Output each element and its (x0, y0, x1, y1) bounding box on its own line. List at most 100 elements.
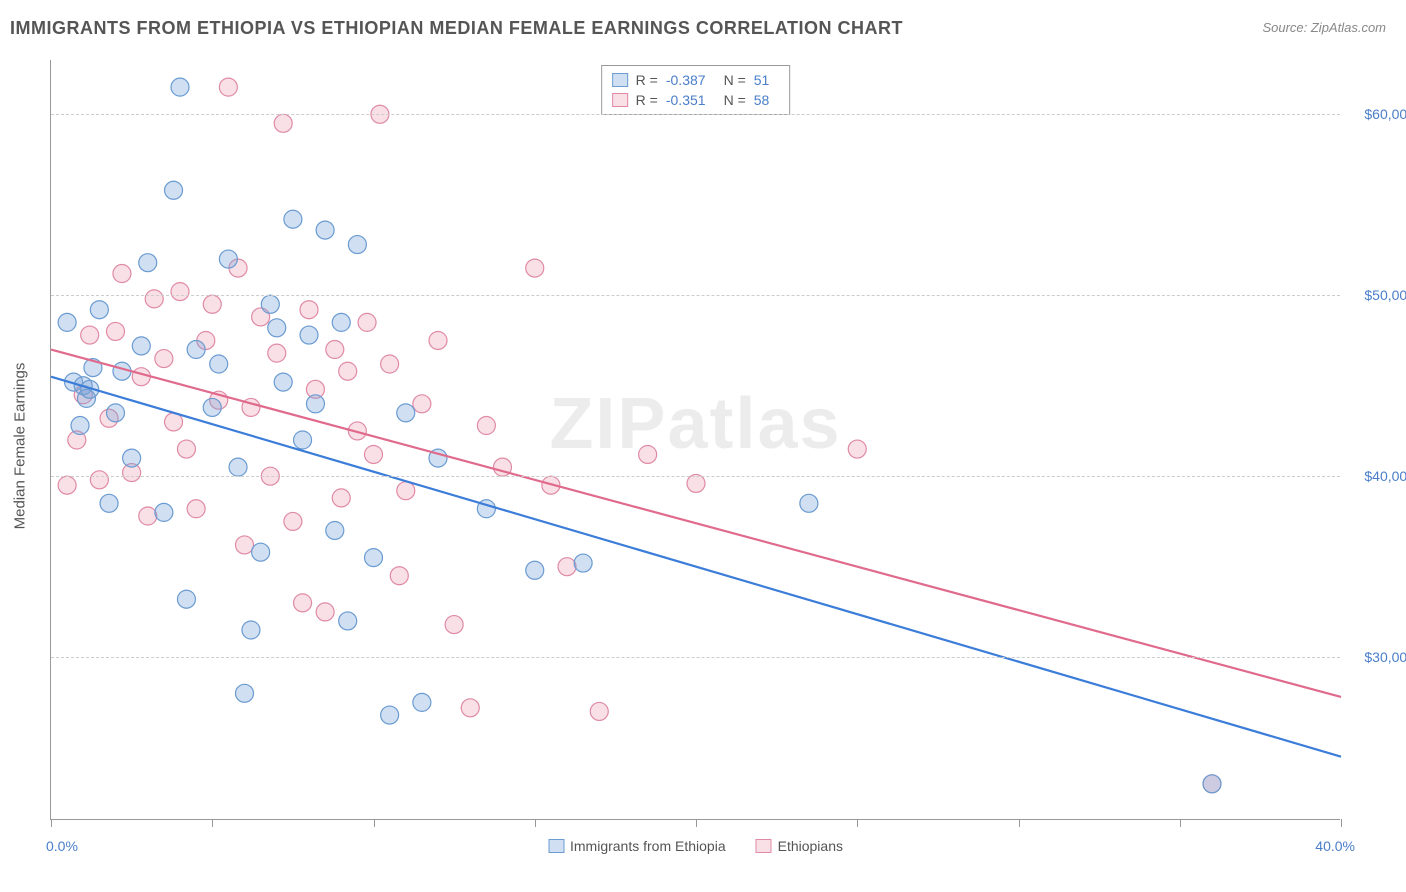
data-point (165, 181, 183, 199)
gridline (51, 295, 1340, 296)
x-tick (1341, 819, 1342, 827)
data-point (800, 494, 818, 512)
data-point (316, 603, 334, 621)
data-point (132, 337, 150, 355)
gridline (51, 476, 1340, 477)
data-point (294, 431, 312, 449)
data-point (365, 549, 383, 567)
data-point (123, 449, 141, 467)
data-point (236, 536, 254, 554)
data-point (1203, 775, 1221, 793)
y-axis-title: Median Female Earnings (12, 363, 29, 530)
data-point (848, 440, 866, 458)
legend-label-2: Ethiopians (778, 838, 843, 854)
x-tick (857, 819, 858, 827)
data-point (300, 326, 318, 344)
x-axis-label-left: 0.0% (46, 838, 78, 854)
legend-item-series1: Immigrants from Ethiopia (548, 838, 726, 854)
data-point (100, 494, 118, 512)
gridline (51, 657, 1340, 658)
data-point (326, 521, 344, 539)
data-point (390, 567, 408, 585)
plot-svg (51, 60, 1340, 819)
data-point (177, 590, 195, 608)
y-tick-label: $50,000 (1364, 287, 1406, 303)
data-point (558, 558, 576, 576)
x-tick (374, 819, 375, 827)
legend-label-1: Immigrants from Ethiopia (570, 838, 726, 854)
data-point (113, 265, 131, 283)
n-value-2: 58 (754, 92, 770, 108)
swatch-series1 (612, 73, 628, 87)
data-point (171, 78, 189, 96)
n-value-1: 51 (754, 72, 770, 88)
plot-area: ZIPatlas R = -0.387 N = 51 R = -0.351 N … (50, 60, 1340, 820)
x-tick (696, 819, 697, 827)
data-point (203, 295, 221, 313)
y-tick-label: $30,000 (1364, 649, 1406, 665)
x-tick (535, 819, 536, 827)
data-point (413, 395, 431, 413)
source-credit: Source: ZipAtlas.com (1262, 20, 1386, 35)
data-point (229, 458, 247, 476)
data-point (397, 482, 415, 500)
data-point (187, 341, 205, 359)
data-point (300, 301, 318, 319)
data-point (219, 78, 237, 96)
data-point (145, 290, 163, 308)
data-point (107, 322, 125, 340)
data-point (339, 362, 357, 380)
data-point (381, 706, 399, 724)
data-point (316, 221, 334, 239)
data-point (187, 500, 205, 518)
bottom-legend: Immigrants from Ethiopia Ethiopians (548, 838, 843, 854)
data-point (139, 507, 157, 525)
data-point (252, 543, 270, 561)
data-point (71, 417, 89, 435)
data-point (332, 489, 350, 507)
regression-line (51, 350, 1341, 697)
data-point (339, 612, 357, 630)
data-point (445, 616, 463, 634)
data-point (526, 259, 544, 277)
data-point (90, 301, 108, 319)
data-point (171, 283, 189, 301)
data-point (139, 254, 157, 272)
data-point (429, 331, 447, 349)
data-point (477, 417, 495, 435)
legend-swatch-1 (548, 839, 564, 853)
data-point (90, 471, 108, 489)
stats-legend-box: R = -0.387 N = 51 R = -0.351 N = 58 (601, 65, 791, 115)
chart-container: IMMIGRANTS FROM ETHIOPIA VS ETHIOPIAN ME… (0, 0, 1406, 892)
legend-swatch-2 (756, 839, 772, 853)
data-point (274, 114, 292, 132)
r-value-1: -0.387 (666, 72, 706, 88)
y-tick-label: $60,000 (1364, 106, 1406, 122)
data-point (284, 512, 302, 530)
data-point (574, 554, 592, 572)
x-tick (212, 819, 213, 827)
x-tick (1180, 819, 1181, 827)
data-point (294, 594, 312, 612)
data-point (526, 561, 544, 579)
data-point (358, 313, 376, 331)
data-point (268, 319, 286, 337)
y-tick-label: $40,000 (1364, 468, 1406, 484)
data-point (58, 313, 76, 331)
data-point (268, 344, 286, 362)
data-point (306, 395, 324, 413)
data-point (284, 210, 302, 228)
data-point (219, 250, 237, 268)
gridline (51, 114, 1340, 115)
data-point (413, 693, 431, 711)
stats-row-series1: R = -0.387 N = 51 (612, 70, 780, 90)
data-point (365, 445, 383, 463)
legend-item-series2: Ethiopians (756, 838, 843, 854)
r-value-2: -0.351 (666, 92, 706, 108)
data-point (397, 404, 415, 422)
x-axis-label-right: 40.0% (1315, 838, 1355, 854)
data-point (590, 702, 608, 720)
data-point (155, 503, 173, 521)
data-point (81, 326, 99, 344)
data-point (58, 476, 76, 494)
